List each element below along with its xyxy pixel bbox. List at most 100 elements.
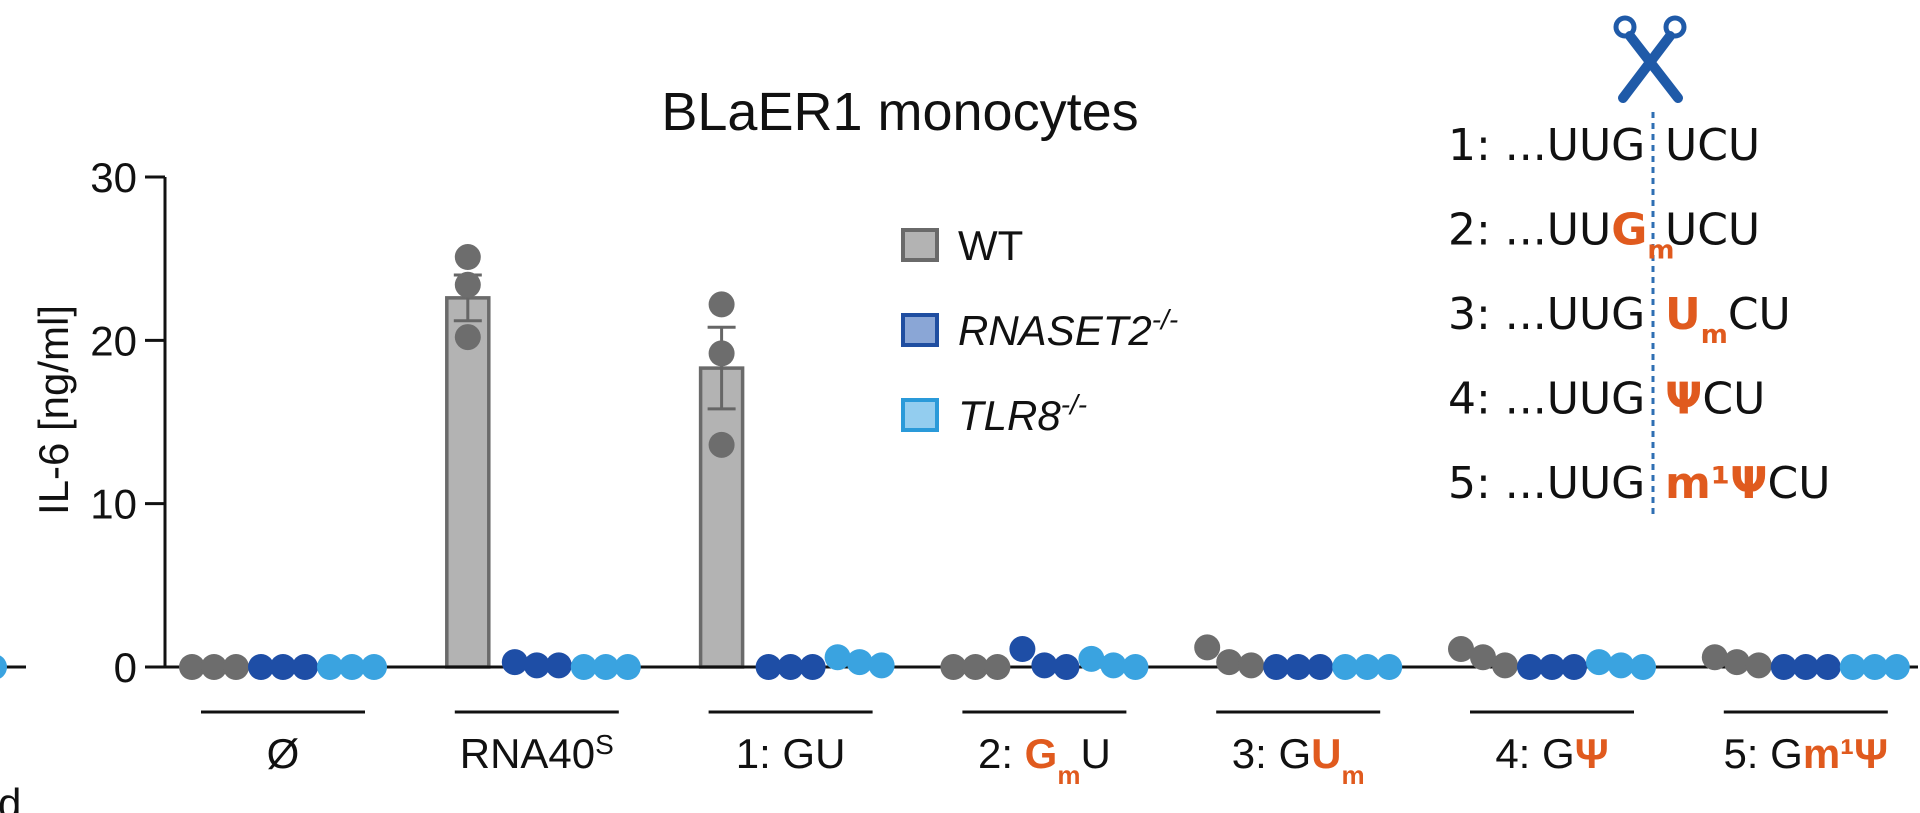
scissors-blade-left [1618,31,1675,103]
point-2-3-2 [1122,654,1149,680]
point-1-2-2 [799,654,826,680]
legend-label-0: WT [958,222,1023,269]
point-1-4-1 [1285,654,1312,680]
legend-swatch-1 [901,313,939,347]
point-1-6-1 [1792,654,1819,680]
point-2-6-2 [1883,654,1910,680]
point-0-5-0 [1448,636,1474,663]
point-0-6-0 [1701,644,1728,671]
point-1-3-1 [1031,652,1058,679]
point-1-4-0 [1263,654,1290,680]
legend: WT RNASET2-/- TLR8-/- [901,222,1178,439]
point-2-1-1 [592,654,619,680]
point-0-2-0 [708,291,735,318]
legend-swatch-2 [901,398,939,432]
legend-swatch-0 [901,228,939,262]
category-label-0: Ø [267,730,300,777]
legend-label-1: RNASET2-/- [958,304,1178,354]
category-label-2: 1: GU [736,730,846,777]
point-1-4-2 [1307,654,1334,680]
point-0-0-0 [179,654,205,680]
point-0-1-2 [454,324,481,351]
data-points [179,244,1910,680]
legend-label-2: TLR8-/- [958,389,1087,439]
category-label-5: 4: GΨ [1495,730,1608,777]
point-0-2-1 [708,340,735,367]
point-2-5-0 [1586,649,1612,676]
point-1-3-2 [1053,654,1080,680]
sequence-4: 4: ...UUG ΨCU [1448,374,1765,425]
point-0-0-1 [201,654,227,680]
point-2-2-0 [824,644,851,671]
y-tick-label-0: 0 [114,644,137,691]
point-2-0-2 [361,654,387,680]
point-1-0-2 [292,654,318,680]
point-2-4-0 [1332,654,1359,680]
point-2-3-0 [1078,645,1105,672]
scissors-icon [1613,15,1687,103]
point-0-3-1 [962,654,989,680]
point-0-2-2 [708,431,735,458]
point-2-5-2 [1630,654,1656,680]
point-0-1-1 [454,271,481,298]
chart-title: BLaER1 monocytes [661,82,1138,142]
point-2-1-2 [614,654,641,680]
scissors-ring-right [1663,15,1687,39]
legend-item-2: TLR8-/- [901,389,1087,439]
point-2-5-1 [1608,652,1634,679]
point-2-2-1 [846,649,873,676]
point-2-6-1 [1861,654,1888,680]
point-1-0-1 [270,654,296,680]
point-0-3-2 [984,654,1011,680]
legend-item-0: WT [901,222,1023,269]
point-1-5-0 [1517,654,1543,680]
edge-point-fragment [0,655,7,679]
scissors-ring-left [1613,15,1637,39]
y-tick-label-20: 20 [90,317,137,364]
category-label-1: RNA40S [460,729,614,777]
point-0-4-1 [1216,649,1243,676]
y-tick-label-10: 10 [90,481,137,528]
point-1-2-1 [777,654,804,680]
point-2-4-2 [1376,654,1403,680]
y-tick-label-30: 30 [90,154,137,201]
point-0-3-0 [940,654,967,680]
category-labels: Ø RNA40S 1: GU 2: GmU 3: GUm 4: GΨ 5: Gm¹Ψ [201,710,1888,790]
y-axis-label: IL-6 [ng/ml] [30,305,77,515]
point-1-0-0 [248,654,274,680]
point-1-1-2 [545,652,572,679]
point-1-5-2 [1561,654,1587,680]
category-label-4: 3: GUm [1232,730,1365,790]
sequence-1: 1: ...UUG UCU [1448,120,1760,171]
bar-marks [445,273,745,669]
point-0-4-2 [1238,652,1265,679]
sequence-3: 3: ...UUG UmCU [1448,289,1791,350]
point-2-6-0 [1839,654,1866,680]
point-0-0-2 [223,654,249,680]
y-axis: 0 10 20 30 [90,154,167,691]
scissors-blade-right [1625,31,1683,103]
point-1-1-0 [501,649,528,676]
legend-item-1: RNASET2-/- [901,304,1178,354]
bar-0-2 [698,366,745,669]
point-0-5-2 [1492,652,1518,679]
sequence-inset: 1: ...UUG UCU 2: ...UUGmUCU 3: ...UUG UmCU 4:… [1448,15,1830,518]
point-0-6-1 [1723,649,1750,676]
point-0-1-0 [454,244,481,271]
point-2-0-1 [339,654,365,680]
point-1-2-0 [755,654,782,680]
point-1-6-2 [1814,654,1841,680]
bar-0-1 [445,296,491,669]
category-label-3: 2: GmU [978,730,1111,790]
sequence-5: 5: ...UUG m¹ΨCU [1448,458,1830,509]
point-0-5-1 [1470,644,1496,671]
point-0-6-2 [1745,652,1772,679]
point-0-4-0 [1194,634,1221,661]
point-2-4-1 [1354,654,1381,680]
category-label-6: 5: Gm¹Ψ [1723,730,1888,777]
point-2-2-2 [868,652,895,679]
point-1-3-0 [1009,636,1036,663]
left-edge-fragment: d [0,780,21,813]
point-1-5-1 [1539,654,1565,680]
